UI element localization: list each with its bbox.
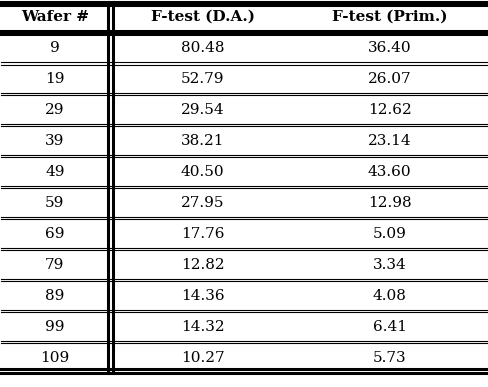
Text: 10.27: 10.27 [181,351,224,365]
Text: 23.14: 23.14 [368,134,411,148]
Text: 36.40: 36.40 [368,41,411,55]
Text: 12.98: 12.98 [368,196,411,210]
Text: 6.41: 6.41 [372,320,407,334]
Text: 5.09: 5.09 [373,227,407,241]
Text: 19: 19 [45,72,64,86]
Text: F-test (Prim.): F-test (Prim.) [332,10,447,24]
Text: 12.62: 12.62 [367,103,411,117]
Text: 12.82: 12.82 [181,258,224,272]
Text: 39: 39 [45,134,64,148]
Text: 80.48: 80.48 [181,41,224,55]
Text: 4.08: 4.08 [373,289,407,303]
Text: 49: 49 [45,165,64,179]
Text: 79: 79 [45,258,64,272]
Text: F-test (D.A.): F-test (D.A.) [151,10,255,24]
Text: 89: 89 [45,289,64,303]
Text: 109: 109 [40,351,69,365]
Text: 52.79: 52.79 [181,72,224,86]
Text: 43.60: 43.60 [368,165,411,179]
Text: 69: 69 [45,227,64,241]
Text: 99: 99 [45,320,64,334]
Text: 40.50: 40.50 [181,165,224,179]
Text: 17.76: 17.76 [181,227,224,241]
Text: 3.34: 3.34 [373,258,407,272]
Text: 14.36: 14.36 [181,289,224,303]
Text: 27.95: 27.95 [181,196,224,210]
Text: 26.07: 26.07 [368,72,411,86]
Text: 14.32: 14.32 [181,320,224,334]
Text: 9: 9 [50,41,60,55]
Text: 5.73: 5.73 [373,351,407,365]
Text: 59: 59 [45,196,64,210]
Text: Wafer #: Wafer # [21,10,89,24]
Text: 29: 29 [45,103,64,117]
Text: 29.54: 29.54 [181,103,224,117]
Text: 38.21: 38.21 [181,134,224,148]
